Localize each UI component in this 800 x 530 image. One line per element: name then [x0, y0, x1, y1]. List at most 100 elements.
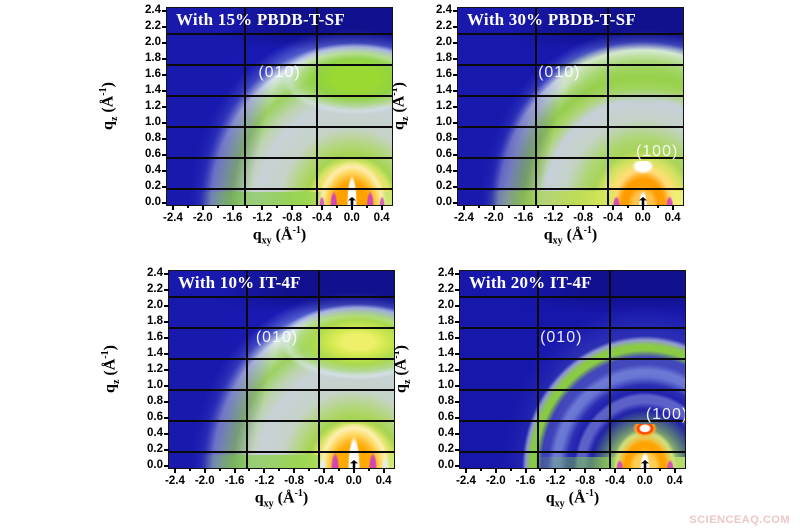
- y-tick-mark: [162, 42, 167, 45]
- y-tick-mark: [455, 432, 460, 435]
- x-tick-label: -2.4: [456, 475, 476, 487]
- y-tick-mark: [164, 289, 169, 292]
- beam-center-marker: [348, 197, 356, 205]
- y-tick-label: 0.6: [145, 147, 161, 160]
- y-tick-mark: [162, 153, 167, 156]
- panel-title: With 15% PBDB-T-SF: [176, 10, 345, 29]
- detector-gap-vertical: [535, 8, 538, 205]
- y-tick-label: 0.0: [145, 195, 161, 208]
- x-tick-label: -2.0: [485, 475, 506, 487]
- x-tick-label: -2.4: [165, 475, 185, 487]
- y-tick-mark: [164, 464, 169, 467]
- y-tick-label: 0.2: [438, 442, 454, 455]
- x-tick-mark: [643, 468, 646, 473]
- x-minor-tick-mark: [248, 468, 251, 471]
- y-tick-label: 1.0: [145, 115, 161, 128]
- annotation-010: (010): [255, 328, 299, 346]
- y-tick-mark: [453, 26, 458, 29]
- y-tick-mark: [455, 289, 460, 292]
- y-tick-label: 2.4: [147, 267, 163, 280]
- x-axis-label: qxy (Å-1): [252, 225, 307, 247]
- detector-gap-horizontal: [458, 63, 683, 66]
- y-tick-label: 2.4: [436, 4, 452, 17]
- y-tick-mark: [455, 384, 460, 387]
- x-minor-tick-mark: [567, 205, 570, 208]
- x-tick-label: -2.0: [483, 212, 504, 224]
- y-tick-label: 1.8: [438, 315, 454, 328]
- x-tick-mark: [524, 468, 527, 473]
- y-tick-label: 2.0: [438, 299, 454, 312]
- annotation-100: (100): [645, 405, 686, 423]
- detector-gap-horizontal: [458, 125, 683, 128]
- y-tick-mark: [455, 416, 460, 419]
- y-tick-label: 0.0: [147, 458, 163, 471]
- x-minor-tick-mark: [186, 205, 189, 208]
- beam-center-marker: [641, 460, 649, 468]
- x-tick-label: -1.6: [513, 212, 534, 224]
- x-minor-tick-mark: [276, 205, 279, 208]
- detector-gap-horizontal: [167, 156, 392, 159]
- y-tick-mark: [455, 352, 460, 355]
- y-tick-mark: [455, 464, 460, 467]
- x-minor-tick-mark: [656, 205, 659, 208]
- y-tick-mark: [453, 169, 458, 172]
- detector-gap-horizontal: [460, 326, 685, 329]
- y-tick-mark: [164, 448, 169, 451]
- x-tick-mark: [582, 205, 585, 210]
- x-tick-mark: [291, 205, 294, 210]
- x-minor-tick-mark: [216, 205, 219, 208]
- y-tick-label: 0.0: [438, 458, 454, 471]
- x-minor-tick-mark: [599, 468, 602, 471]
- x-tick-label: 0.4: [664, 212, 681, 224]
- detector-gap-vertical: [318, 271, 321, 468]
- y-tick-mark: [162, 169, 167, 172]
- annotation-100: (100): [635, 142, 679, 160]
- x-tick-label: -0.8: [282, 212, 303, 224]
- y-tick-label: 1.6: [438, 330, 454, 343]
- y-tick-label: 1.0: [436, 115, 452, 128]
- y-tick-label: 0.6: [147, 410, 163, 423]
- detector-gap-vertical: [537, 271, 540, 468]
- detector-gap-vertical: [246, 271, 249, 468]
- x-tick-mark: [673, 468, 676, 473]
- y-tick-label: 2.0: [436, 36, 452, 49]
- y-tick-label: 1.6: [436, 67, 452, 80]
- beam-center-marker: [350, 460, 358, 468]
- y-tick-label: 1.2: [147, 362, 163, 375]
- y-tick-label: 2.2: [438, 283, 454, 296]
- y-tick-label: 1.8: [436, 52, 452, 65]
- y-tick-label: 2.2: [145, 20, 161, 33]
- y-axis-label: qz (Å-1): [391, 345, 413, 393]
- y-tick-label: 0.2: [436, 179, 452, 192]
- y-tick-label: 1.6: [147, 330, 163, 343]
- annotation-010: (010): [258, 64, 301, 81]
- x-tick-label: 0.0: [634, 212, 651, 224]
- detector-gap-horizontal: [458, 32, 683, 35]
- x-tick-label: -0.8: [575, 475, 596, 487]
- x-tick-label: -0.4: [605, 475, 625, 487]
- y-tick-mark: [162, 26, 167, 29]
- x-tick-label: -1.6: [515, 475, 536, 487]
- x-minor-tick-mark: [479, 468, 482, 471]
- x-tick-label: -0.4: [314, 475, 334, 487]
- detector-gap-horizontal: [458, 156, 683, 159]
- y-tick-label: 1.2: [145, 99, 161, 112]
- y-tick-label: 1.0: [147, 378, 163, 391]
- x-minor-tick-mark: [658, 468, 661, 471]
- y-tick-mark: [162, 89, 167, 92]
- detector-gap-horizontal: [460, 451, 685, 454]
- x-tick-label: 0.4: [375, 475, 392, 487]
- scattering-intensity-map: [167, 8, 392, 205]
- detector-gap-horizontal: [167, 188, 392, 191]
- x-minor-tick-mark: [365, 205, 368, 208]
- x-tick-mark: [261, 205, 264, 210]
- y-tick-label: 0.0: [436, 195, 452, 208]
- y-tick-label: 0.8: [436, 131, 452, 144]
- y-tick-mark: [164, 273, 169, 276]
- y-tick-label: 0.6: [438, 410, 454, 423]
- x-tick-label: -1.6: [224, 475, 245, 487]
- y-tick-label: 0.6: [436, 147, 452, 160]
- beam-center-marker: [639, 197, 647, 205]
- x-minor-tick-mark: [626, 205, 629, 208]
- detector-gap-horizontal: [169, 451, 394, 454]
